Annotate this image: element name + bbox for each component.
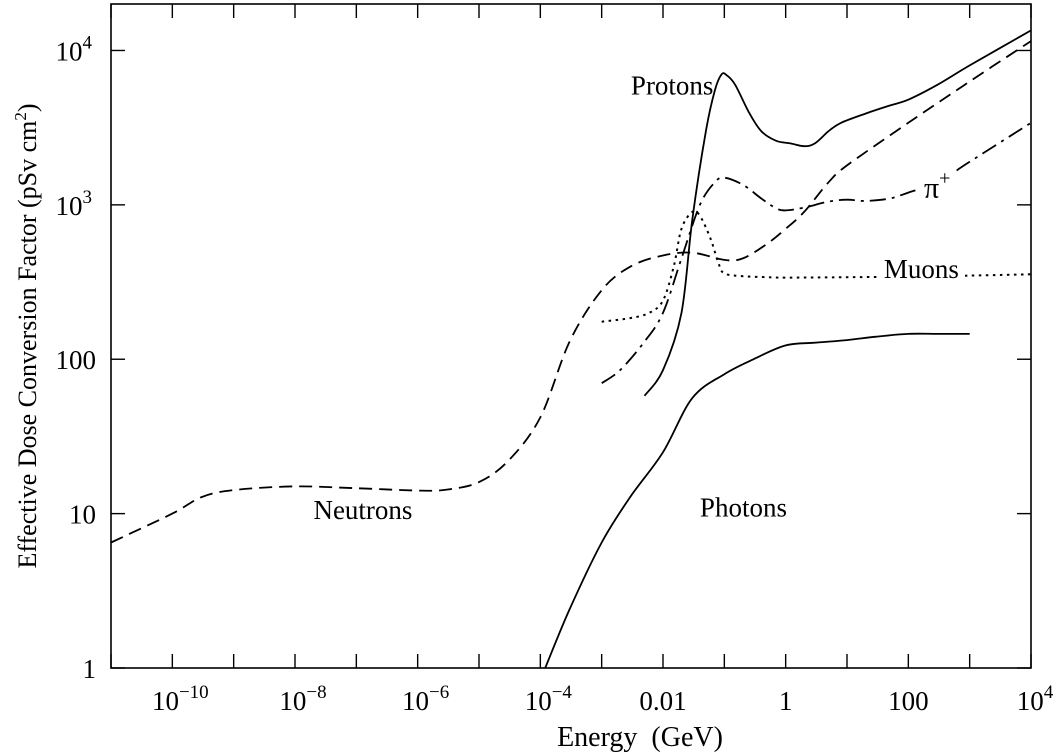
x-axis-label: Energy (GeV) bbox=[557, 722, 723, 753]
pi-label-background bbox=[917, 169, 957, 203]
y-tick-label: 104 bbox=[56, 32, 93, 66]
x-tick-label: 104 bbox=[1017, 682, 1054, 716]
x-tick-label: 1 bbox=[779, 686, 793, 716]
x-tick-label: 0.01 bbox=[639, 686, 686, 716]
x-tick-label-exponent: −8 bbox=[306, 682, 326, 703]
x-tick-label-base: 10 bbox=[152, 686, 179, 716]
x-tick-label: 10−10 bbox=[152, 682, 209, 716]
protons-label: Protons bbox=[631, 70, 714, 100]
x-tick-label-exponent: −10 bbox=[179, 682, 209, 703]
x-tick-label-base: 10 bbox=[1017, 686, 1044, 716]
plot-frame bbox=[110, 3, 1032, 669]
x-tick-label-base: 100 bbox=[888, 686, 929, 716]
pi-curve bbox=[601, 122, 1032, 384]
y-axis-label: Effective Dose Conversion Factor (pSv cm… bbox=[11, 103, 42, 568]
curves bbox=[110, 29, 1032, 669]
y-tick-label: 10 bbox=[69, 500, 96, 530]
x-tick-label-base: 10 bbox=[279, 686, 306, 716]
x-tick-label-exponent: −4 bbox=[552, 682, 573, 703]
y-axis-label-superscript: 2 bbox=[11, 112, 30, 121]
x-tick-label-base: 0.01 bbox=[639, 686, 686, 716]
x-tick-label-base: 10 bbox=[525, 686, 552, 716]
y-axis-label-close: ) bbox=[13, 103, 42, 112]
y-tick-label-base: 1 bbox=[83, 654, 97, 684]
neutrons-label-text: Neutrons bbox=[313, 495, 412, 525]
x-tick-label-base: 10 bbox=[402, 686, 429, 716]
protons-label-text: Protons bbox=[631, 70, 714, 100]
y-tick-label: 103 bbox=[56, 187, 93, 221]
x-tick-label-base: 1 bbox=[779, 686, 793, 716]
muons-label: Muons bbox=[884, 254, 959, 284]
protons-curve bbox=[643, 29, 1032, 397]
neutrons-curve bbox=[110, 40, 1032, 544]
y-tick-label: 1 bbox=[83, 654, 97, 684]
muons-curve bbox=[601, 209, 1032, 323]
photons-curve bbox=[544, 332, 970, 669]
neutrons-label: Neutrons bbox=[313, 495, 412, 525]
curve-labels: Neutrons Protons π+ Muons Photons bbox=[313, 70, 965, 525]
x-tick-label-exponent: −6 bbox=[429, 682, 449, 703]
x-tick-label: 10−6 bbox=[402, 682, 449, 716]
x-tick-label: 10−8 bbox=[279, 682, 326, 716]
muons-label-background bbox=[877, 256, 965, 283]
y-tick-label-base: 10 bbox=[69, 500, 96, 530]
y-axis-label-text: Effective Dose Conversion Factor (pSv cm bbox=[13, 121, 42, 569]
muons-label-text: Muons bbox=[884, 254, 959, 284]
x-tick-label-exponent: 4 bbox=[1044, 682, 1054, 703]
y-tick-label-base: 10 bbox=[56, 36, 83, 66]
y-tick-label-exponent: 3 bbox=[83, 187, 93, 208]
axis-ticks bbox=[110, 4, 1032, 669]
x-tick-label: 10−4 bbox=[525, 682, 573, 716]
photons-label: Photons bbox=[700, 492, 787, 522]
y-tick-label-base: 100 bbox=[56, 345, 97, 375]
pi-label-text: π bbox=[924, 171, 939, 204]
y-tick-label-base: 10 bbox=[56, 191, 83, 221]
photons-label-text: Photons bbox=[700, 492, 787, 522]
y-tick-label-exponent: 4 bbox=[83, 32, 93, 53]
pi-label: π+ bbox=[924, 167, 950, 204]
y-tick-label: 100 bbox=[56, 345, 97, 375]
pi-label-superscript: + bbox=[939, 167, 950, 189]
x-tick-label: 100 bbox=[888, 686, 929, 716]
